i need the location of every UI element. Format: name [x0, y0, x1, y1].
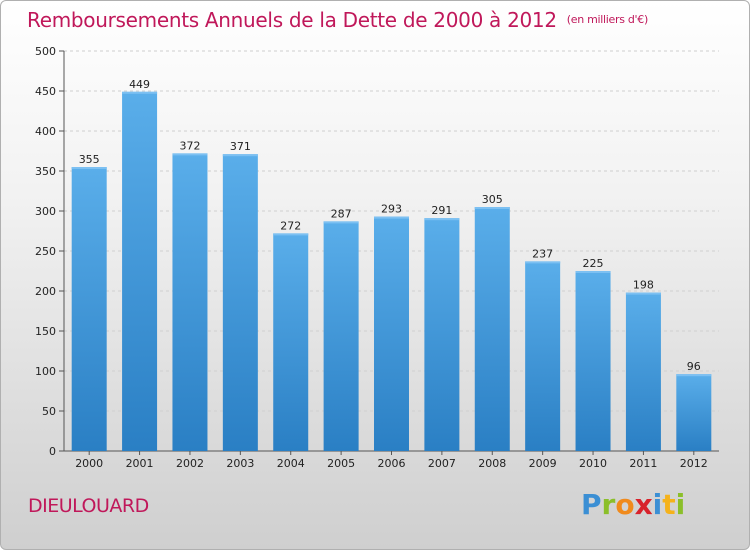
- bar-value-label: 355: [79, 153, 100, 166]
- x-tick-label: 2003: [226, 457, 254, 470]
- bar-value-label: 198: [633, 279, 654, 292]
- bar-2003: [222, 154, 258, 451]
- bar-top-highlight: [525, 261, 561, 264]
- bar-top-highlight: [273, 233, 309, 236]
- bar-top-highlight: [676, 374, 712, 377]
- bar-value-label: 96: [687, 360, 701, 373]
- bar-value-label: 305: [482, 193, 503, 206]
- y-tick-label: 0: [49, 445, 56, 458]
- y-tick-label: 350: [35, 165, 56, 178]
- x-axis: 2000 2001 2002 2003 2004 2005 2006 2007 2008 2009…: [75, 451, 708, 470]
- y-tick-label: 250: [35, 245, 56, 258]
- x-tick-label: 2007: [428, 457, 456, 470]
- bar-value-label: 237: [532, 247, 553, 260]
- bar-value-label: 225: [583, 257, 604, 270]
- bar-top-highlight: [323, 221, 359, 224]
- x-tick-label: 2006: [378, 457, 406, 470]
- bar-top-highlight: [625, 292, 661, 295]
- bar-2005: [323, 221, 359, 451]
- bar-2010: [575, 271, 611, 451]
- y-tick-label: 500: [35, 45, 56, 58]
- bar-top-highlight: [71, 167, 107, 169]
- x-tick-label: 2010: [579, 457, 607, 470]
- bar-2006: [374, 216, 409, 451]
- bar-top-highlight: [374, 216, 409, 219]
- commune-name: DIEULOUARD: [28, 495, 149, 517]
- y-tick-label: 300: [35, 205, 56, 218]
- x-tick-label: 2000: [75, 457, 103, 470]
- bars: 355 449 372 371 272 287 293 291 305 237 225 198 96: [71, 78, 712, 452]
- bar-top-highlight: [575, 271, 611, 273]
- bar-2012: [676, 374, 712, 451]
- chart-subtitle: (en milliers d'€): [566, 13, 648, 26]
- logo-letter: t: [662, 488, 676, 521]
- logo-letter: P: [581, 488, 602, 521]
- y-tick-label: 450: [35, 85, 56, 98]
- bar-top-highlight: [424, 218, 460, 221]
- bar-2009: [525, 261, 561, 451]
- bar-value-label: 293: [381, 203, 402, 216]
- x-tick-label: 2008: [478, 457, 506, 470]
- y-tick-label: 100: [35, 365, 56, 378]
- bar-top-highlight: [474, 207, 510, 209]
- x-tick-label: 2012: [680, 457, 708, 470]
- bar-2000: [71, 167, 107, 451]
- logo-letter: i: [675, 488, 686, 521]
- bar-2007: [424, 218, 460, 451]
- logo-letter: r: [601, 488, 616, 521]
- bar-value-label: 272: [280, 219, 301, 232]
- y-tick-label: 200: [35, 285, 56, 298]
- bar-value-label: 449: [129, 78, 150, 91]
- bar-2011: [625, 292, 661, 451]
- bar-2001: [122, 91, 158, 452]
- bar-top-highlight: [122, 91, 158, 94]
- y-tick-label: 400: [35, 125, 56, 138]
- bar-2002: [172, 153, 208, 451]
- x-tick-label: 2001: [126, 457, 154, 470]
- bar-top-highlight: [222, 154, 258, 157]
- x-tick-label: 2002: [176, 457, 204, 470]
- logo-letter: i: [652, 488, 663, 521]
- bar-2004: [273, 233, 309, 451]
- logo-letter: o: [615, 488, 635, 521]
- bar-value-label: 372: [179, 139, 200, 152]
- bar-2008: [474, 207, 510, 451]
- logo-letter: x: [634, 488, 653, 521]
- x-tick-label: 2009: [529, 457, 557, 470]
- chart-title-text: Remboursements Annuels de la Dette de 20…: [27, 8, 557, 32]
- chart-title: Remboursements Annuels de la Dette de 20…: [27, 8, 648, 32]
- proxiti-logo[interactable]: Proxiti: [581, 488, 685, 521]
- x-tick-label: 2011: [629, 457, 657, 470]
- bar-value-label: 371: [230, 140, 251, 153]
- x-tick-label: 2004: [277, 457, 305, 470]
- x-tick-label: 2005: [327, 457, 355, 470]
- y-tick-label: 50: [42, 405, 56, 418]
- bar-value-label: 291: [431, 204, 452, 217]
- y-tick-label: 150: [35, 325, 56, 338]
- bar-value-label: 287: [331, 207, 352, 220]
- bar-top-highlight: [172, 153, 208, 156]
